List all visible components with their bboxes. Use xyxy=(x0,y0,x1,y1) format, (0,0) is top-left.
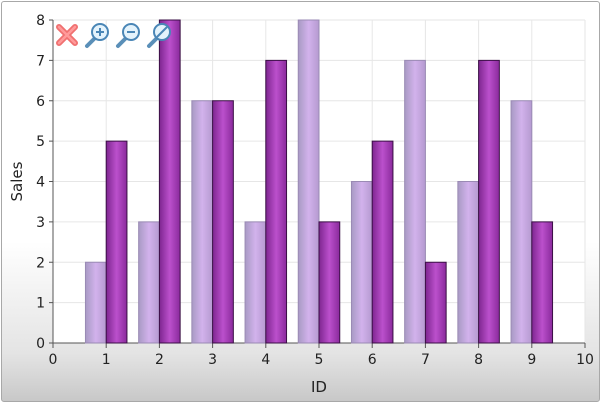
x-tick-label: 1 xyxy=(102,352,111,368)
bar-series2-id5 xyxy=(318,221,341,344)
x-tick-label: 9 xyxy=(527,352,536,368)
close-icon[interactable] xyxy=(53,21,81,49)
chart-toolbar xyxy=(53,21,174,49)
x-tick-label: 6 xyxy=(368,352,377,368)
y-tick-label: 0 xyxy=(36,336,45,352)
x-tick-label: 3 xyxy=(208,352,217,368)
x-tick-label: 7 xyxy=(421,352,430,368)
x-tick-label: 5 xyxy=(315,352,324,368)
bar-series1-id7 xyxy=(404,59,426,344)
bar-series1-id6 xyxy=(350,181,373,344)
x-tick-label: 0 xyxy=(49,352,58,368)
bar-series1-id2 xyxy=(138,221,160,344)
bar-series1-id3 xyxy=(191,100,214,344)
bar-series2-id8 xyxy=(478,59,500,344)
bar-series2-id3 xyxy=(212,100,234,344)
x-tick-label: 2 xyxy=(155,352,164,368)
bar-series1-id8 xyxy=(457,181,480,344)
bar-series2-id9 xyxy=(531,221,554,344)
zoom-in-icon[interactable] xyxy=(84,21,112,49)
y-tick-label: 5 xyxy=(36,134,45,150)
y-tick-label: 1 xyxy=(36,296,45,312)
x-axis-title: ID xyxy=(311,378,327,396)
y-tick-label: 8 xyxy=(36,13,45,29)
x-tick-label: 4 xyxy=(261,352,270,368)
y-tick-label: 2 xyxy=(36,255,45,271)
reset-zoom-icon[interactable] xyxy=(146,21,174,49)
bar-series1-id9 xyxy=(510,100,533,344)
y-tick-label: 7 xyxy=(36,53,45,69)
y-tick-label: 3 xyxy=(36,215,45,231)
bar-series2-id4 xyxy=(265,59,288,344)
x-tick-label: 8 xyxy=(474,352,483,368)
bar-series2-id6 xyxy=(371,140,394,344)
x-tick-label: 10 xyxy=(576,352,594,368)
bar-series2-id1 xyxy=(105,140,128,344)
y-tick-label: 4 xyxy=(36,175,45,191)
y-tick-label: 6 xyxy=(36,94,45,110)
bar-series2-id7 xyxy=(424,261,447,344)
tick-labels: 0 1 2 3 4 5 6 7 8 9 10 0 1 2 3 4 5 6 7 8 xyxy=(36,13,594,368)
bar-series2-id2 xyxy=(158,19,181,344)
bar-series1-id1 xyxy=(84,261,107,344)
y-axis-title: Sales xyxy=(8,161,26,201)
bar-series1-id5 xyxy=(297,19,320,344)
zoom-out-icon[interactable] xyxy=(115,21,143,49)
bar-series1-id4 xyxy=(244,221,267,344)
bars xyxy=(84,19,554,344)
